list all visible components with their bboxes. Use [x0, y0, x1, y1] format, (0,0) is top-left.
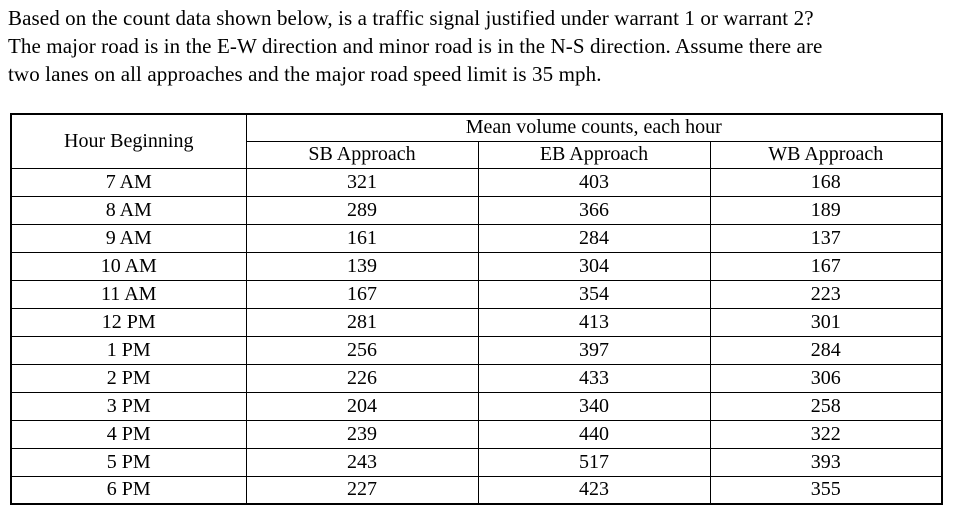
table-row: 4 PM 239 440 322: [10, 419, 943, 449]
table-row: 1 PM 256 397 284: [10, 335, 943, 365]
hour-cell: 4 PM: [10, 419, 247, 449]
question-line-1: Based on the count data shown below, is …: [8, 6, 814, 30]
hour-beginning-header: Hour Beginning: [10, 113, 247, 169]
wb-cell: 223: [709, 279, 943, 309]
eb-cell: 440: [477, 419, 711, 449]
wb-cell: 355: [709, 475, 943, 505]
table-header-row-approaches: SB Approach EB Approach WB Approach: [11, 140, 943, 169]
wb-cell: 284: [709, 335, 943, 365]
eb-cell: 304: [477, 251, 711, 281]
wb-cell: 393: [709, 447, 943, 477]
wb-approach-header: WB Approach: [709, 140, 943, 169]
table-row: 9 AM 161 284 137: [10, 223, 943, 253]
eb-cell: 433: [477, 363, 711, 393]
sb-cell: 227: [245, 475, 479, 505]
wb-cell: 322: [709, 419, 943, 449]
table-header-row-group: Hour Beginning Mean volume counts, each …: [10, 113, 943, 169]
hour-cell: 12 PM: [10, 307, 247, 337]
wb-cell: 168: [709, 167, 943, 197]
hour-cell: 8 AM: [10, 195, 247, 225]
hour-cell: 3 PM: [10, 391, 247, 421]
volume-counts-table: Hour Beginning Mean volume counts, each …: [10, 113, 943, 505]
sb-cell: 243: [245, 447, 479, 477]
eb-cell: 423: [477, 475, 711, 505]
mean-volume-group-header: Mean volume counts, each hour: [245, 113, 943, 142]
wb-cell: 189: [709, 195, 943, 225]
eb-cell: 366: [477, 195, 711, 225]
hour-cell: 10 AM: [10, 251, 247, 281]
sb-cell: 226: [245, 363, 479, 393]
eb-cell: 354: [477, 279, 711, 309]
table-row: 12 PM 281 413 301: [10, 307, 943, 337]
eb-cell: 403: [477, 167, 711, 197]
hour-cell: 1 PM: [10, 335, 247, 365]
hour-cell: 11 AM: [10, 279, 247, 309]
sb-cell: 256: [245, 335, 479, 365]
table-row: 3 PM 204 340 258: [10, 391, 943, 421]
wb-cell: 137: [709, 223, 943, 253]
eb-cell: 340: [477, 391, 711, 421]
table-row: 6 PM 227 423 355: [10, 475, 943, 505]
eb-cell: 397: [477, 335, 711, 365]
sb-cell: 167: [245, 279, 479, 309]
table-row: 11 AM 167 354 223: [10, 279, 943, 309]
table-row: 8 AM 289 366 189: [10, 195, 943, 225]
table-row: 7 AM 321 403 168: [10, 167, 943, 197]
sb-approach-header: SB Approach: [245, 140, 479, 169]
sb-cell: 204: [245, 391, 479, 421]
table-row: 2 PM 226 433 306: [10, 363, 943, 393]
question-paragraph: Based on the count data shown below, is …: [8, 4, 949, 88]
sb-cell: 239: [245, 419, 479, 449]
sb-cell: 281: [245, 307, 479, 337]
table-row: 10 AM 139 304 167: [10, 251, 943, 281]
wb-cell: 306: [709, 363, 943, 393]
eb-cell: 413: [477, 307, 711, 337]
wb-cell: 301: [709, 307, 943, 337]
sb-cell: 321: [245, 167, 479, 197]
question-line-3: two lanes on all approaches and the majo…: [8, 62, 602, 86]
eb-cell: 517: [477, 447, 711, 477]
sb-cell: 289: [245, 195, 479, 225]
sb-cell: 139: [245, 251, 479, 281]
hour-cell: 5 PM: [10, 447, 247, 477]
hour-cell: 6 PM: [10, 475, 247, 505]
eb-approach-header: EB Approach: [477, 140, 711, 169]
hour-cell: 9 AM: [10, 223, 247, 253]
sb-cell: 161: [245, 223, 479, 253]
hour-cell: 2 PM: [10, 363, 247, 393]
wb-cell: 258: [709, 391, 943, 421]
eb-cell: 284: [477, 223, 711, 253]
wb-cell: 167: [709, 251, 943, 281]
document-page: Based on the count data shown below, is …: [0, 4, 955, 520]
table-row: 5 PM 243 517 393: [10, 447, 943, 477]
hour-cell: 7 AM: [10, 167, 247, 197]
question-line-2: The major road is in the E-W direction a…: [8, 34, 823, 58]
